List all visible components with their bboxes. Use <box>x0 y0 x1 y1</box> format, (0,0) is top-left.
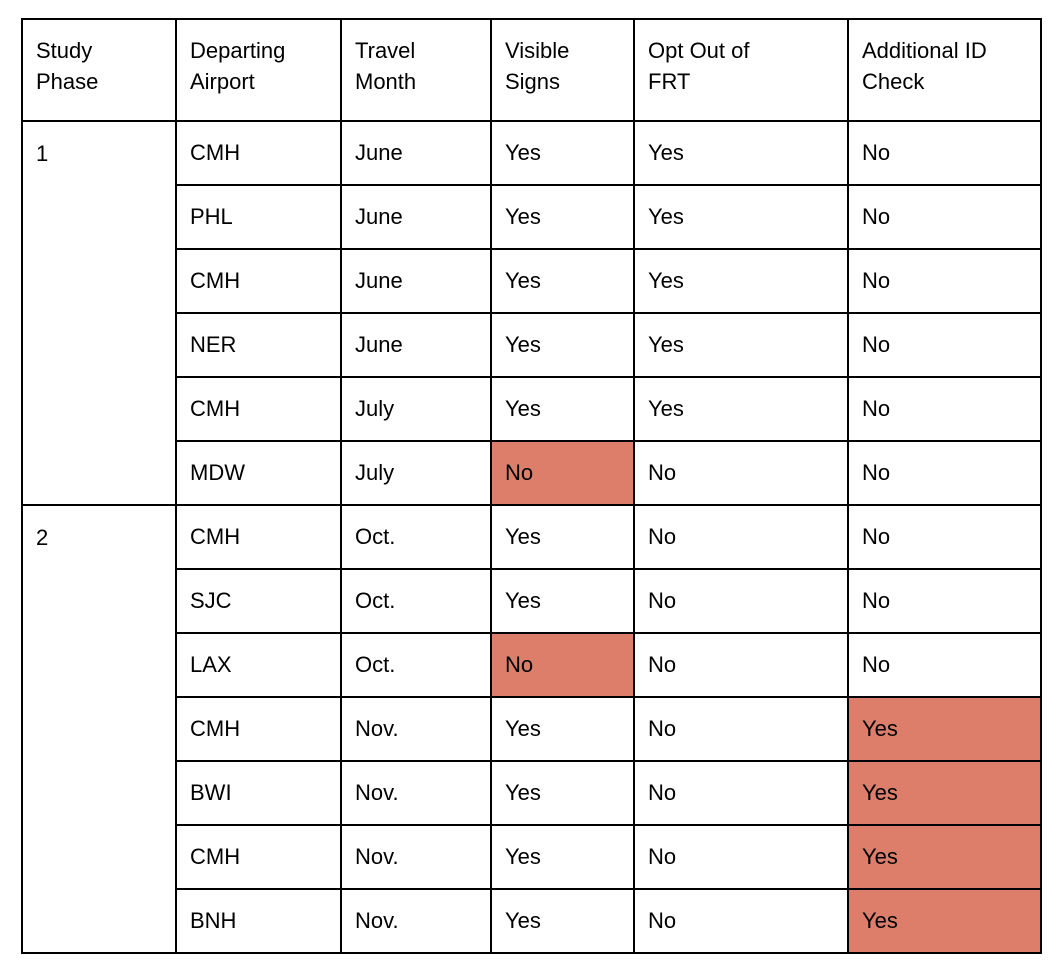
cell-visible-signs: Yes <box>490 312 635 378</box>
cell-month: Oct. <box>340 632 492 698</box>
column-header-opt-out-frt: Opt Out of FRT <box>633 18 849 122</box>
cell-visible-signs: Yes <box>490 120 635 186</box>
cell-month: July <box>340 440 492 506</box>
table-row: SJC Oct. Yes No No <box>22 568 1042 634</box>
cell-visible-signs: No <box>490 440 635 506</box>
header-row: Study Phase Departing Airport Travel Mon… <box>21 18 1042 122</box>
cell-opt-out-frt: No <box>633 760 849 826</box>
cell-visible-signs: Yes <box>490 248 635 314</box>
cell-month: Nov. <box>340 760 492 826</box>
cell-additional-id-check: No <box>847 440 1042 506</box>
cell-month: Nov. <box>340 888 492 954</box>
cell-opt-out-frt: Yes <box>633 184 849 250</box>
cell-additional-id-check: No <box>847 376 1042 442</box>
cell-month: Oct. <box>340 504 492 570</box>
cell-airport: MDW <box>175 440 342 506</box>
cell-airport: SJC <box>175 568 342 634</box>
cell-visible-signs: Yes <box>490 824 635 890</box>
cell-opt-out-frt: Yes <box>633 376 849 442</box>
cell-additional-id-check: No <box>847 184 1042 250</box>
cell-airport: PHL <box>175 184 342 250</box>
cell-opt-out-frt: Yes <box>633 312 849 378</box>
cell-airport: CMH <box>175 376 342 442</box>
cell-airport: LAX <box>175 632 342 698</box>
cell-additional-id-check: Yes <box>847 696 1042 762</box>
cell-additional-id-check: Yes <box>847 760 1042 826</box>
cell-opt-out-frt: No <box>633 568 849 634</box>
cell-airport: CMH <box>175 248 342 314</box>
cell-airport: BWI <box>175 760 342 826</box>
table-row: BWI Nov. Yes No Yes <box>22 760 1042 826</box>
cell-visible-signs: Yes <box>490 760 635 826</box>
study-trips-table: Study Phase Departing Airport Travel Mon… <box>21 18 1042 954</box>
cell-additional-id-check: No <box>847 248 1042 314</box>
cell-additional-id-check: No <box>847 504 1042 570</box>
cell-visible-signs: Yes <box>490 376 635 442</box>
cell-visible-signs: Yes <box>490 504 635 570</box>
cell-month: Oct. <box>340 568 492 634</box>
cell-opt-out-frt: No <box>633 504 849 570</box>
table-row: CMH Nov. Yes No Yes <box>22 696 1042 762</box>
cell-month: July <box>340 376 492 442</box>
cell-month: June <box>340 184 492 250</box>
cell-additional-id-check: No <box>847 312 1042 378</box>
table-row: 2 CMH Oct. Yes No No <box>21 504 1042 954</box>
cell-month: Nov. <box>340 696 492 762</box>
cell-study-phase: 2 <box>21 504 177 954</box>
cell-visible-signs: Yes <box>490 568 635 634</box>
cell-opt-out-frt: No <box>633 696 849 762</box>
cell-airport: CMH <box>175 824 342 890</box>
table-row: LAX Oct. No No No <box>22 632 1042 698</box>
column-header-visible-signs: Visible Signs <box>490 18 635 122</box>
table-row: BNH Nov. Yes No Yes <box>22 888 1042 954</box>
cell-airport: CMH <box>175 120 342 186</box>
table-row: NER June Yes Yes No <box>22 312 1042 378</box>
cell-opt-out-frt: No <box>633 888 849 954</box>
table-row: CMH July Yes Yes No <box>22 376 1042 442</box>
column-header-travel-month: Travel Month <box>340 18 492 122</box>
table-row: MDW July No No No <box>22 440 1042 506</box>
cell-additional-id-check: No <box>847 568 1042 634</box>
cell-airport: CMH <box>175 696 342 762</box>
cell-opt-out-frt: Yes <box>633 248 849 314</box>
cell-visible-signs: Yes <box>490 696 635 762</box>
cell-month: June <box>340 312 492 378</box>
cell-visible-signs: Yes <box>490 184 635 250</box>
cell-airport: BNH <box>175 888 342 954</box>
column-header-additional-id-check: Additional ID Check <box>847 18 1042 122</box>
cell-opt-out-frt: Yes <box>633 120 849 186</box>
cell-month: June <box>340 120 492 186</box>
cell-month: Nov. <box>340 824 492 890</box>
cell-visible-signs: Yes <box>490 888 635 954</box>
cell-month: June <box>340 248 492 314</box>
cell-additional-id-check: Yes <box>847 824 1042 890</box>
table-row: CMH June Yes Yes No <box>22 248 1042 314</box>
cell-airport: CMH <box>175 504 342 570</box>
column-header-departing-airport: Departing Airport <box>175 18 342 122</box>
cell-additional-id-check: Yes <box>847 888 1042 954</box>
table-row: 1 CMH June Yes Yes No <box>21 120 1042 506</box>
cell-additional-id-check: No <box>847 632 1042 698</box>
cell-study-phase: 1 <box>21 120 177 506</box>
table-row: CMH Nov. Yes No Yes <box>22 824 1042 890</box>
cell-opt-out-frt: No <box>633 440 849 506</box>
cell-opt-out-frt: No <box>633 824 849 890</box>
cell-opt-out-frt: No <box>633 632 849 698</box>
column-header-study-phase: Study Phase <box>21 18 177 122</box>
table-row: PHL June Yes Yes No <box>22 184 1042 250</box>
cell-visible-signs: No <box>490 632 635 698</box>
cell-airport: NER <box>175 312 342 378</box>
cell-additional-id-check: No <box>847 120 1042 186</box>
